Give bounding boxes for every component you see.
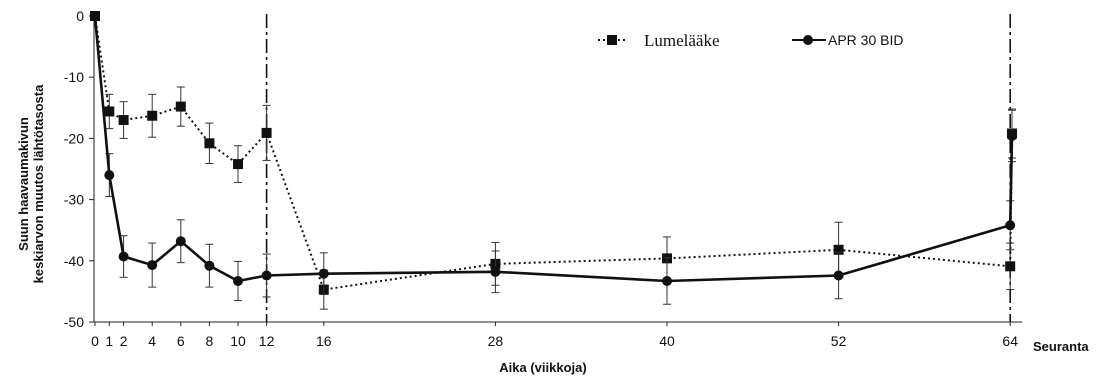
legend: Lumelääke APR 30 BID — [598, 31, 903, 50]
x-tick-label: 12 — [259, 333, 275, 349]
x-tick-label: 28 — [488, 333, 504, 349]
y-tick-label: -40 — [64, 253, 84, 269]
data-point — [118, 251, 129, 262]
data-point — [490, 266, 501, 277]
data-point — [833, 270, 844, 281]
y-axis-title-line-1: Suun haavaumakivun — [16, 117, 31, 251]
x-tick-label-followup: Seuranta — [1033, 339, 1089, 354]
data-point — [261, 270, 272, 281]
series-layer — [90, 11, 1017, 310]
data-point — [204, 138, 215, 149]
y-axis: 0 -10 -20 -30 -40 -50 — [64, 8, 95, 330]
x-tick-label: 2 — [120, 333, 128, 349]
y-tick-label: -50 — [64, 314, 84, 330]
x-tick-label: 6 — [177, 333, 185, 349]
data-point — [118, 115, 129, 126]
x-tick-label: 0 — [91, 333, 99, 349]
legend-placebo-label: Lumelääke — [644, 31, 720, 50]
series-line — [93, 15, 1014, 283]
series-line — [94, 15, 1013, 291]
series-apr-30-bid — [90, 11, 1017, 305]
data-point — [261, 127, 272, 138]
data-point — [1007, 130, 1017, 141]
y-axis-title-line-2: keskiarvon muutos lähtötasosta — [31, 84, 46, 283]
data-point — [1005, 261, 1016, 272]
legend-apr-marker — [803, 35, 813, 45]
data-point — [175, 101, 186, 112]
legend-placebo-marker — [607, 35, 617, 45]
x-axis: 0 1 2 4 6 8 10 12 16 28 40 52 64 Seuranta — [91, 321, 1089, 354]
x-axis-title: Aika (viikkoja) — [499, 360, 586, 375]
data-point — [204, 260, 215, 271]
data-point — [318, 268, 329, 279]
data-point — [175, 236, 186, 247]
data-point — [233, 275, 243, 286]
x-tick-label: 10 — [230, 333, 246, 349]
x-tick-label: 64 — [1002, 333, 1018, 349]
data-point — [104, 106, 115, 117]
data-point — [662, 275, 672, 286]
y-tick-label: -20 — [64, 130, 84, 146]
x-tick-label: 40 — [659, 333, 675, 349]
data-point — [90, 11, 100, 21]
data-point — [104, 170, 115, 181]
x-tick-label: 52 — [831, 333, 847, 349]
x-tick-label: 1 — [105, 333, 113, 349]
data-point — [833, 244, 844, 255]
y-tick-label: 0 — [76, 8, 84, 24]
reference-lines — [265, 14, 1012, 322]
y-tick-label: -30 — [64, 192, 84, 208]
x-tick-label: 4 — [148, 333, 156, 349]
data-point — [147, 260, 158, 271]
x-tick-label: 8 — [206, 333, 214, 349]
data-point — [233, 159, 243, 170]
data-point — [147, 110, 158, 121]
y-tick-label: -10 — [64, 69, 84, 85]
legend-apr-label: APR 30 BID — [828, 32, 903, 48]
x-tick-label: 16 — [316, 333, 332, 349]
data-point — [1005, 220, 1016, 231]
y-axis-title-group: Suun haavaumakivun keskiarvon muutos läh… — [16, 84, 46, 283]
